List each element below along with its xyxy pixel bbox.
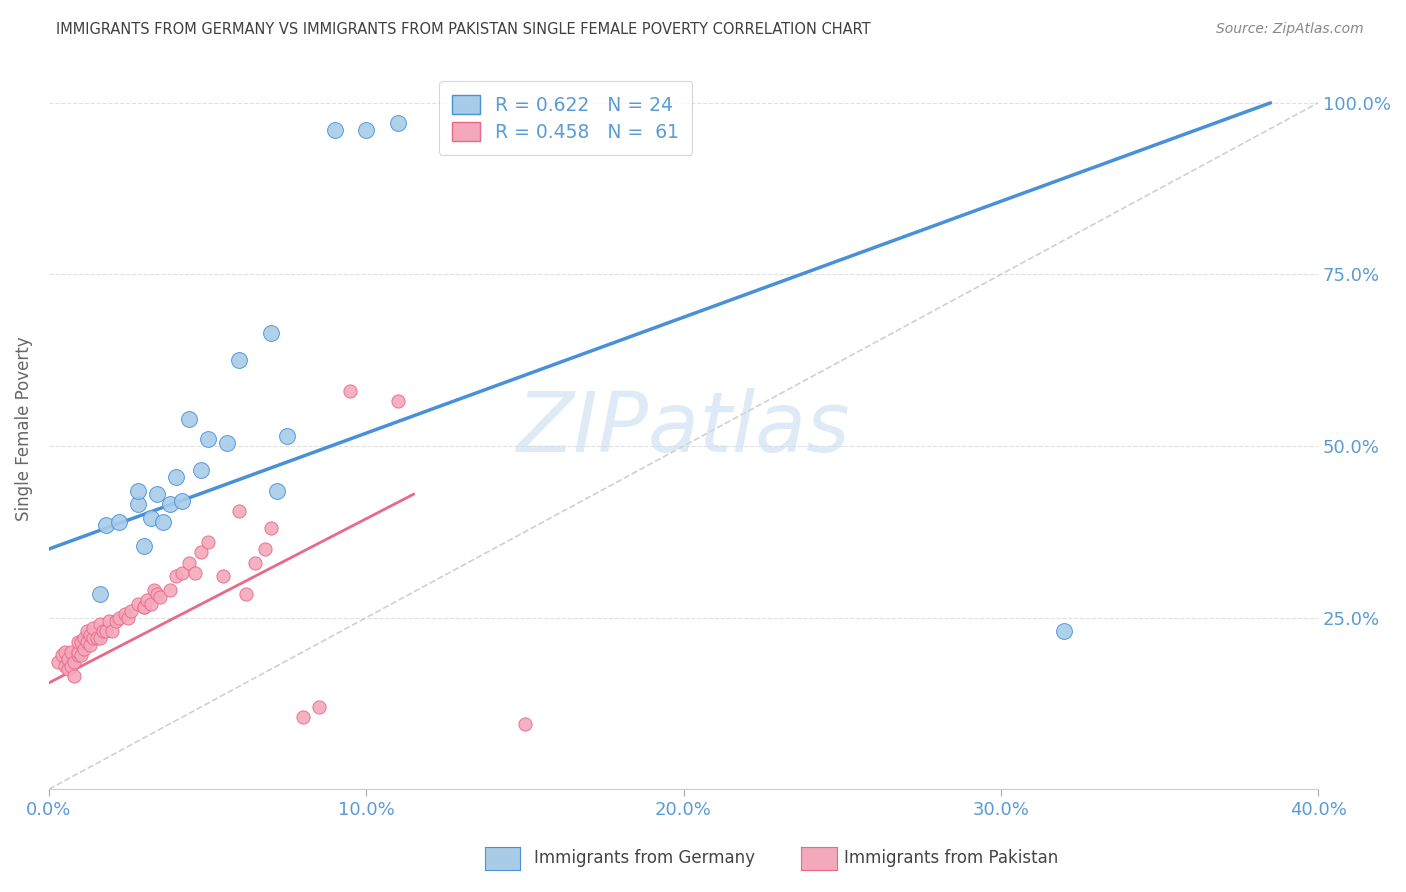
Point <box>146 487 169 501</box>
Point <box>142 583 165 598</box>
Point <box>134 600 156 615</box>
Point <box>165 470 187 484</box>
Point <box>152 515 174 529</box>
Point <box>513 717 536 731</box>
Point <box>266 483 288 498</box>
Point <box>177 556 200 570</box>
Point <box>127 483 149 498</box>
Point <box>89 617 111 632</box>
Point <box>146 586 169 600</box>
Point <box>253 541 276 556</box>
Point <box>212 569 235 583</box>
Point <box>60 658 83 673</box>
Point <box>177 411 200 425</box>
Point <box>73 641 96 656</box>
Point <box>291 710 314 724</box>
Point <box>197 432 219 446</box>
Y-axis label: Single Female Poverty: Single Female Poverty <box>15 336 32 521</box>
Point <box>356 123 378 137</box>
Point <box>98 614 121 628</box>
Point <box>76 634 98 648</box>
Point <box>172 566 194 580</box>
Point <box>69 634 91 648</box>
Point <box>89 586 111 600</box>
Point <box>66 634 89 648</box>
Point <box>197 535 219 549</box>
Point <box>172 494 194 508</box>
Point <box>387 394 409 409</box>
Point <box>60 645 83 659</box>
Point <box>134 539 156 553</box>
Point <box>91 624 114 639</box>
Point <box>79 628 101 642</box>
Point <box>260 326 283 340</box>
Point <box>56 652 79 666</box>
Point <box>184 566 207 580</box>
Point <box>165 569 187 583</box>
Point <box>66 645 89 659</box>
Point <box>190 545 212 559</box>
Point <box>127 597 149 611</box>
Point <box>69 648 91 663</box>
Point <box>149 590 172 604</box>
Point <box>276 428 298 442</box>
Point <box>245 556 267 570</box>
Point <box>107 515 129 529</box>
Point <box>387 116 409 130</box>
Point <box>215 435 238 450</box>
Point <box>107 610 129 624</box>
Text: ZIPatlas: ZIPatlas <box>517 388 851 469</box>
Point <box>260 521 283 535</box>
Point <box>134 600 156 615</box>
Text: Source: ZipAtlas.com: Source: ZipAtlas.com <box>1216 22 1364 37</box>
Point <box>121 604 143 618</box>
Point <box>136 593 159 607</box>
Legend: R = 0.622   N = 24, R = 0.458   N =  61: R = 0.622 N = 24, R = 0.458 N = 61 <box>439 81 693 155</box>
Point <box>53 658 76 673</box>
Point <box>114 607 136 622</box>
Point <box>79 638 101 652</box>
Point <box>94 518 117 533</box>
Point <box>53 645 76 659</box>
Point <box>323 123 346 137</box>
Point <box>117 610 139 624</box>
Point <box>139 511 162 525</box>
Point <box>89 631 111 645</box>
Point <box>159 497 181 511</box>
Point <box>1053 624 1076 639</box>
Point <box>235 586 257 600</box>
Point <box>94 624 117 639</box>
Text: Immigrants from Pakistan: Immigrants from Pakistan <box>844 849 1057 867</box>
Point <box>76 624 98 639</box>
Point <box>159 583 181 598</box>
Point <box>139 597 162 611</box>
Point <box>190 463 212 477</box>
Point <box>308 699 330 714</box>
Point <box>82 621 104 635</box>
Point <box>101 624 124 639</box>
Point <box>86 631 108 645</box>
Point <box>56 662 79 676</box>
Point <box>48 655 70 669</box>
Point <box>104 614 127 628</box>
Point <box>82 631 104 645</box>
Point <box>51 648 73 663</box>
Point <box>127 497 149 511</box>
Point <box>63 655 86 669</box>
Text: IMMIGRANTS FROM GERMANY VS IMMIGRANTS FROM PAKISTAN SINGLE FEMALE POVERTY CORREL: IMMIGRANTS FROM GERMANY VS IMMIGRANTS FR… <box>56 22 870 37</box>
Point <box>228 353 250 368</box>
Point <box>228 504 250 518</box>
Text: Immigrants from Germany: Immigrants from Germany <box>534 849 755 867</box>
Point <box>339 384 361 398</box>
Point <box>63 669 86 683</box>
Point <box>73 631 96 645</box>
Point <box>66 648 89 663</box>
